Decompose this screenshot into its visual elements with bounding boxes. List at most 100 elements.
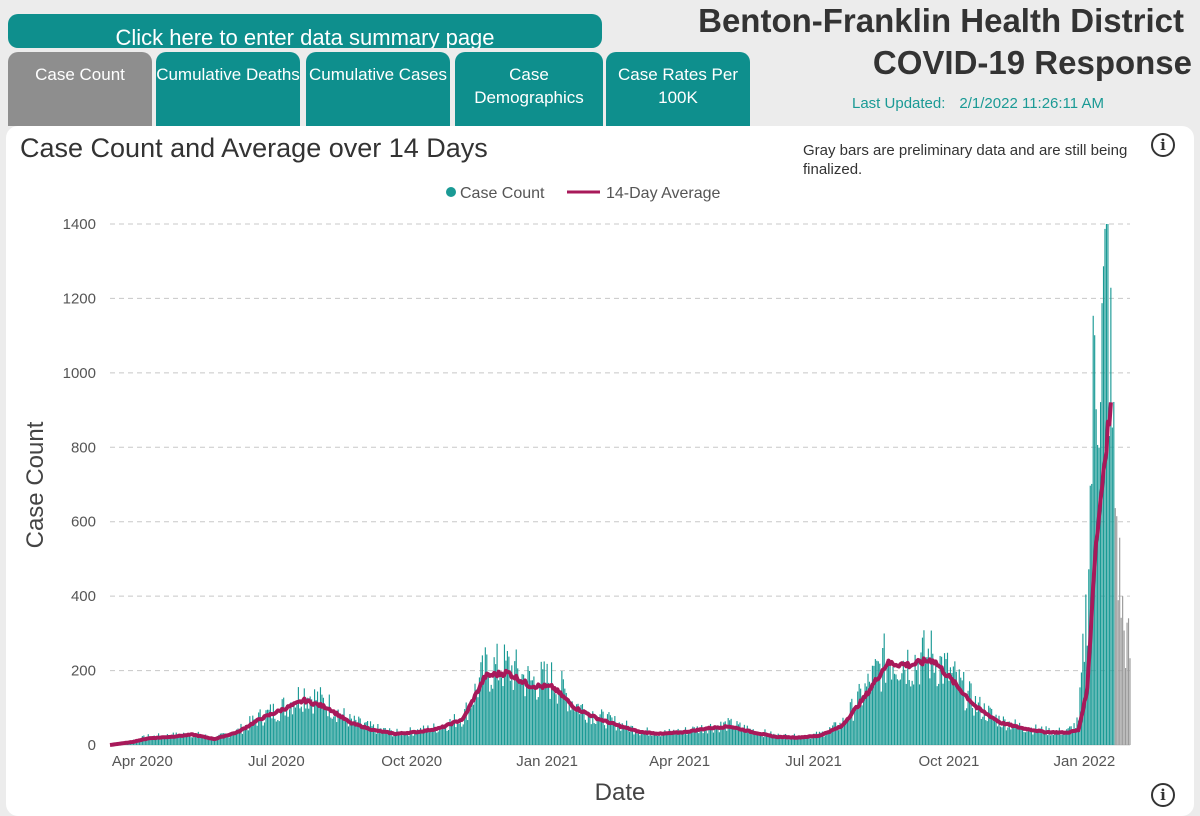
case-count-bar xyxy=(343,708,344,745)
case-count-bar xyxy=(404,735,405,745)
case-count-bar xyxy=(739,723,740,745)
case-count-bar xyxy=(360,718,361,745)
case-count-bar xyxy=(1013,726,1014,745)
case-count-bar xyxy=(179,737,180,745)
case-count-bar xyxy=(326,707,327,745)
case-count-bar xyxy=(442,727,443,745)
case-count-bar xyxy=(987,721,988,745)
case-count-bar xyxy=(1072,732,1073,745)
case-count-bar xyxy=(979,697,980,745)
case-count-bar xyxy=(502,686,503,745)
case-count-bar xyxy=(288,717,289,745)
case-count-bar xyxy=(703,733,704,745)
case-count-bar xyxy=(1115,508,1116,745)
case-count-bar xyxy=(713,733,714,745)
case-count-bar xyxy=(1032,734,1033,745)
case-count-bar xyxy=(293,704,294,745)
case-count-bar xyxy=(261,721,262,745)
info-circle-icon[interactable]: i xyxy=(1151,133,1175,157)
case-count-bar xyxy=(430,730,431,745)
legend-average-label: 14-Day Average xyxy=(606,185,721,202)
case-count-bar xyxy=(445,727,446,745)
case-count-bar xyxy=(373,724,374,745)
info-circle-icon[interactable]: i xyxy=(1151,783,1175,807)
legend-case-count-marker xyxy=(446,187,456,197)
x-axis-label: Date xyxy=(595,779,646,806)
case-count-bar xyxy=(407,734,408,745)
case-count-bar xyxy=(695,732,696,745)
case-count-bar xyxy=(945,659,946,745)
case-count-bar xyxy=(482,655,483,745)
case-count-bar xyxy=(460,720,461,745)
case-count-bar xyxy=(934,673,935,745)
case-count-bar xyxy=(969,681,970,745)
case-count-bar xyxy=(1043,733,1044,745)
case-count-bar xyxy=(413,736,414,745)
case-count-bar xyxy=(542,669,543,745)
case-count-bar xyxy=(516,649,517,745)
case-count-bar xyxy=(903,661,904,745)
case-count-bar xyxy=(884,633,885,745)
case-count-bar xyxy=(480,662,481,745)
case-count-bar xyxy=(330,718,331,745)
case-count-bar xyxy=(524,696,525,745)
case-count-bar xyxy=(497,644,498,745)
case-count-bar xyxy=(336,722,337,745)
case-count-bar xyxy=(679,734,680,745)
case-count-bar xyxy=(274,719,275,745)
case-count-bar xyxy=(913,684,914,745)
legend-case-count-label: Case Count xyxy=(460,185,545,202)
case-count-bar xyxy=(782,739,783,745)
case-count-bar xyxy=(1044,734,1045,745)
case-count-bar xyxy=(1101,303,1102,745)
case-count-bar xyxy=(1062,735,1063,745)
case-count-bar xyxy=(271,718,272,745)
case-count-bar xyxy=(1021,729,1022,745)
case-count-bar xyxy=(875,659,876,745)
case-count-bar xyxy=(567,711,568,745)
case-count-bar xyxy=(529,671,530,745)
case-count-bar xyxy=(988,706,989,745)
case-count-bar xyxy=(519,683,520,745)
case-count-bar xyxy=(601,709,602,745)
x-tick-label: Jan 2021 xyxy=(516,753,578,770)
case-count-bar xyxy=(1106,224,1107,745)
case-count-bar xyxy=(583,709,584,745)
y-tick-label: 600 xyxy=(71,514,96,531)
case-count-bar xyxy=(788,739,789,745)
case-count-bar xyxy=(1122,596,1123,745)
case-count-bar xyxy=(399,736,400,745)
case-count-bar xyxy=(863,699,864,745)
case-count-bar xyxy=(1112,428,1113,745)
case-count-bar xyxy=(538,697,539,745)
case-count-bar xyxy=(1012,727,1013,745)
case-count-bar xyxy=(885,683,886,745)
case-count-bar xyxy=(510,681,511,745)
case-count-bar xyxy=(997,726,998,745)
case-count-bar xyxy=(419,733,420,745)
case-count-bar xyxy=(957,688,958,745)
case-count-bar xyxy=(1034,732,1035,745)
case-count-bar xyxy=(561,671,562,745)
case-count-bar xyxy=(307,698,308,745)
case-count-bar xyxy=(626,721,627,745)
case-count-bar xyxy=(557,704,558,745)
case-count-bar xyxy=(308,709,309,745)
case-count-bar xyxy=(233,735,234,745)
case-count-bar xyxy=(472,704,473,745)
case-count-bar xyxy=(597,720,598,745)
case-count-bar xyxy=(781,738,782,745)
case-count-bar xyxy=(623,727,624,745)
case-count-bar xyxy=(598,718,599,745)
case-count-bar xyxy=(332,719,333,745)
case-count-bar xyxy=(1053,735,1054,745)
case-count-bar xyxy=(870,691,871,745)
case-count-bar xyxy=(499,676,500,745)
y-tick-label: 0 xyxy=(88,737,96,754)
case-count-bar xyxy=(335,714,336,745)
case-count-bar xyxy=(242,734,243,745)
case-count-bar xyxy=(560,694,561,745)
case-count-bar xyxy=(558,692,559,745)
case-count-bar xyxy=(954,661,955,745)
case-count-bar xyxy=(660,736,661,745)
